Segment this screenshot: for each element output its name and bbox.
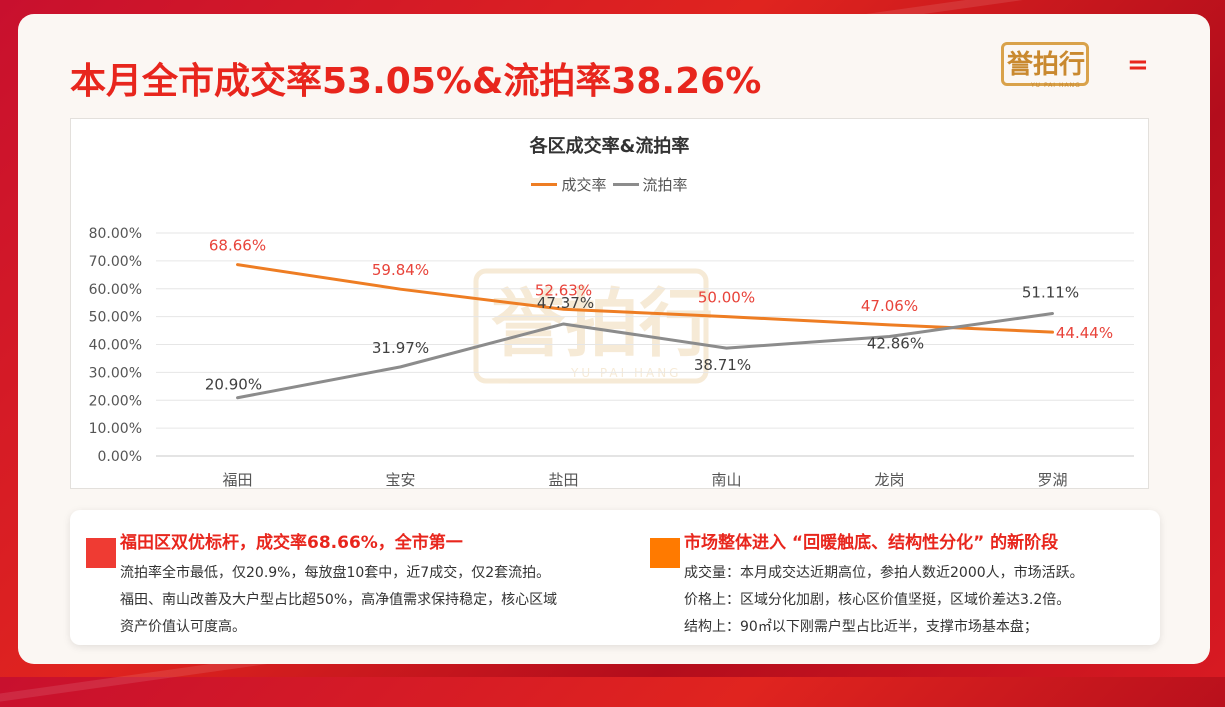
summary-right-line: 结构上：90㎡以下刚需户型占比近半，支撑市场基本盘；: [684, 619, 1038, 635]
legend-label-fail: 流拍率: [642, 176, 688, 194]
chart-legend: 成交率 流拍率: [71, 174, 1148, 195]
chart-card: 誉拍行 YU PAI HANG 0.00% 10.00% 20.00% 30.00% 4…: [70, 118, 1149, 489]
y-tick-label: 70.00%: [89, 254, 142, 270]
line-chart: 誉拍行 YU PAI HANG 0.00% 10.00% 20.00% 30.00% 4…: [89, 226, 1134, 488]
summary-right-body: 成交量：本月成交达近期高位，参拍人数近2000人，市场活跃。 价格上：区域分化加…: [684, 560, 1084, 641]
x-tick-label: 盐田: [548, 471, 578, 488]
summary-right-heading: 市场整体进入 “回暖触底、结构性分化” 的新阶段: [684, 533, 1059, 553]
summary-left-heading: 福田区双优标杆，成交率68.66%，全市第一: [120, 533, 463, 553]
legend-swatch-deal: [531, 183, 558, 186]
data-label-fail: 31.97%: [372, 339, 429, 357]
data-label-fail: 20.90%: [205, 376, 262, 394]
data-label-deal: 52.63%: [535, 281, 592, 299]
logo-frame: [1001, 42, 1089, 86]
data-label-deal: 47.06%: [861, 297, 918, 315]
legend-swatch-fail: [612, 183, 639, 186]
data-label-deal: 59.84%: [372, 261, 429, 279]
summary-card: 福田区双优标杆，成交率68.66%，全市第一 流拍率全市最低，仅20.9%，每放…: [70, 510, 1160, 645]
y-tick-label: 10.00%: [89, 421, 142, 437]
watermark-frame: [473, 268, 709, 384]
data-label-fail: 42.86%: [867, 335, 924, 353]
x-tick-label: 福田: [222, 471, 252, 488]
legend-item-fail: 流拍率: [612, 174, 688, 195]
summary-left-line: 资产价值认可度高。: [120, 619, 246, 635]
x-tick-label: 宝安: [385, 471, 415, 488]
y-tick-label: 0.00%: [98, 449, 142, 465]
y-tick-label: 80.00%: [89, 226, 142, 242]
logo-subtext: YU PAI HANG: [1031, 82, 1081, 89]
logo-text: 誉拍行: [1007, 50, 1086, 80]
page-title: 本月全市成交率53.05%&流拍率38.26%: [70, 61, 762, 102]
summary-right-line: 成交量：本月成交达近期高位，参拍人数近2000人，市场活跃。: [684, 565, 1084, 581]
data-label-fail: 47.37%: [537, 294, 594, 312]
legend-label-deal: 成交率: [561, 176, 607, 194]
data-label-deal: 50.00%: [698, 289, 755, 307]
watermark-subtext: YU PAI HANG: [570, 366, 681, 380]
bullet-square-orange: [650, 538, 680, 568]
series-line-fail: [236, 312, 1054, 400]
logo-mark: =: [1127, 50, 1149, 80]
series-line-deal: [236, 263, 1054, 334]
y-tick-label: 30.00%: [89, 365, 142, 381]
y-tick-label: 50.00%: [89, 310, 142, 326]
data-label-fail: 38.71%: [694, 356, 751, 374]
chart-title: 各区成交率&流拍率: [529, 136, 690, 157]
bullet-square-red: [86, 538, 116, 568]
data-label-deal: 44.44%: [1056, 324, 1113, 342]
summary-left-line: 福田、南山改善及大户型占比超50%，高净值需求保持稳定，核心区域: [120, 592, 558, 608]
data-label-fail: 51.11%: [1022, 284, 1079, 302]
watermark-text: 誉拍行: [491, 281, 713, 367]
x-tick-label: 龙岗: [874, 471, 904, 488]
brand-logo: 誉拍行 YU PAI HANG =: [1001, 42, 1151, 92]
y-tick-label: 20.00%: [89, 393, 142, 409]
summary-right-line: 价格上：区域分化加剧，核心区价值坚挺，区域价差达3.2倍。: [684, 592, 1071, 608]
y-tick-label: 40.00%: [89, 338, 142, 354]
data-label-deal: 68.66%: [209, 237, 266, 255]
y-tick-label: 60.00%: [89, 282, 142, 298]
legend-item-deal: 成交率: [531, 174, 607, 195]
summary-left-body: 流拍率全市最低，仅20.9%，每放盘10套中，近7成交，仅2套流拍。 福田、南山…: [120, 560, 557, 641]
x-tick-label: 南山: [711, 471, 741, 488]
summary-left-line: 流拍率全市最低，仅20.9%，每放盘10套中，近7成交，仅2套流拍。: [120, 565, 551, 581]
content-panel: 本月全市成交率53.05%&流拍率38.26% 誉拍行 YU PAI HANG …: [18, 14, 1210, 664]
watermark: 誉拍行 YU PAI HANG: [473, 268, 713, 384]
x-tick-label: 罗湖: [1037, 471, 1067, 488]
